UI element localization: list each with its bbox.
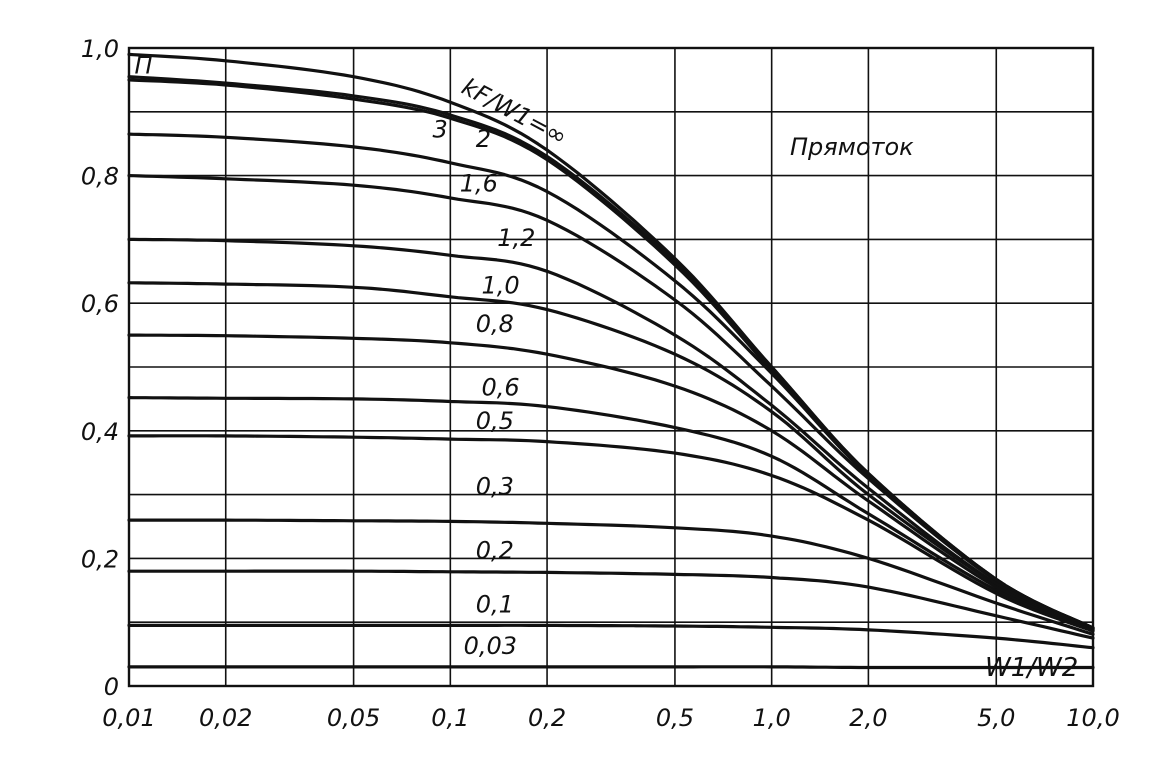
curve-label-5: 1,0: [481, 272, 519, 300]
curves: [127, 52, 1095, 670]
series-line-4: [127, 174, 1095, 631]
series-line-11: [127, 569, 1095, 640]
y-tick-label-4: 0,8: [81, 163, 119, 191]
plot-frame: [127, 46, 1095, 688]
y-tick-label-0: 0: [104, 673, 119, 701]
curve-label-12: 0,03: [464, 632, 517, 660]
series-line-7: [127, 333, 1095, 632]
x-tick-label-6: 1,0: [753, 704, 791, 732]
curve-labels: П 3 2 1,6 1,2 1,0 0,8 0,6 0,5 0,3 0,2 0,1 0,03: [134, 52, 535, 661]
series-line-5: [127, 237, 1095, 631]
curve-label-3: 1,6: [460, 170, 498, 198]
x-tick-label-8: 5,0: [977, 704, 1015, 732]
regime-annotation: Прямоток: [790, 133, 914, 161]
y-tick-label-2: 0,4: [81, 418, 119, 446]
curve-label-2: 2: [476, 125, 491, 153]
y-tick-label-5: 1,0: [81, 35, 119, 63]
curve-label-0: П: [134, 52, 152, 80]
curve-label-8: 0,5: [476, 407, 514, 435]
x-tick-label-7: 2,0: [849, 704, 887, 732]
curve-label-10: 0,2: [476, 536, 514, 564]
curve-label-9: 0,3: [476, 473, 514, 501]
x-tick-label-0: 0,01: [102, 704, 155, 732]
y-tick-label-1: 0,2: [81, 545, 119, 573]
curve-label-11: 0,1: [476, 591, 514, 619]
curve-label-6: 0,8: [476, 310, 514, 338]
x-tick-label-2: 0,05: [327, 704, 380, 732]
series-line-10: [127, 518, 1095, 636]
x-tick-label-9: 10,0: [1066, 704, 1119, 732]
x-tick-label-1: 0,02: [199, 704, 252, 732]
x-tick-label-3: 0,1: [431, 704, 469, 732]
x-tick-label-5: 0,5: [656, 704, 694, 732]
series-line-6: [127, 281, 1095, 631]
series-line-13: [127, 665, 1095, 670]
grid: [128, 47, 1094, 686]
y-tick-label-3: 0,6: [81, 290, 119, 318]
x-axis-label: W1/W2: [985, 653, 1078, 683]
series-line-12: [127, 623, 1095, 650]
series-line-9: [127, 434, 1095, 633]
curve-label-4: 1,2: [497, 224, 535, 252]
curve-label-7: 0,6: [481, 374, 519, 402]
curve-label-1: 3: [432, 115, 447, 143]
series-line-8: [127, 396, 1095, 633]
x-tick-label-4: 0,2: [528, 704, 566, 732]
tick-labels: 0,01 0,02 0,05 0,1 0,2 0,5 1,0 2,0 5,0 10,0 0 0,2 0,…: [81, 35, 1120, 732]
